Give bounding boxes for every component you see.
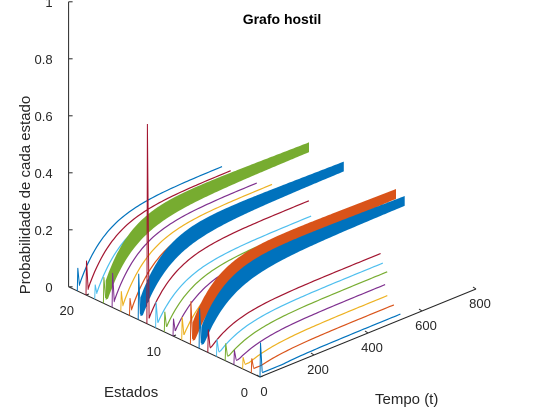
curve-mark: [218, 262, 384, 353]
series-state-6: [216, 262, 384, 357]
spike-mark: [137, 273, 141, 320]
spike-mark: [102, 277, 107, 304]
x-tick-label: 600: [415, 318, 437, 333]
curve-mark: [87, 170, 231, 289]
z-tick-label: 0: [45, 280, 52, 295]
spike-mark: [163, 311, 167, 332]
series-state-15: [137, 161, 344, 320]
plot-area: [76, 123, 405, 378]
spike-mark: [216, 339, 220, 357]
spike-mark: [259, 342, 263, 378]
z-tick-label: 0.2: [35, 223, 53, 238]
z-tick-label: 1: [45, 0, 52, 10]
y-tick-label: 10: [147, 344, 161, 359]
curve-mark: [209, 252, 381, 349]
y-tick-label: 20: [60, 303, 74, 318]
series-state-7: [207, 252, 381, 353]
z-tick-label: 0.4: [35, 166, 53, 181]
spike-mark: [189, 301, 194, 345]
spike-mark: [181, 317, 185, 341]
y-axis-label: Estados: [104, 384, 158, 401]
curve-mark: [253, 304, 395, 370]
curve-mark: [235, 284, 386, 361]
curve-mark: [148, 200, 310, 319]
z-tick-label: 0.8: [35, 52, 53, 67]
x-tick-mark: [472, 286, 477, 290]
curve-mark: [227, 271, 388, 357]
band-mark: [105, 142, 310, 300]
series-state-21: [85, 170, 231, 296]
y-tick-label: 0: [241, 385, 248, 400]
curve-mark: [122, 183, 273, 306]
x-tick-label: 400: [361, 340, 383, 355]
spike-mark: [198, 308, 202, 349]
band-mark: [140, 161, 344, 317]
x-axis-label: Tempo (t): [375, 391, 438, 408]
series-state-1: [259, 313, 401, 378]
curve-mark: [113, 182, 258, 302]
series-state-3: [242, 295, 388, 369]
y-axis-line: [68, 286, 261, 378]
x-tick-mark: [310, 352, 315, 356]
spike-mark: [242, 357, 246, 369]
spike-mark: [250, 358, 254, 373]
x-tick-label: 800: [469, 296, 491, 311]
spike-mark: [120, 291, 124, 312]
series-state-2: [250, 304, 395, 373]
spike-mark: [94, 284, 98, 300]
curve-mark: [78, 166, 223, 285]
x-tick-mark: [364, 330, 369, 334]
spike-mark: [224, 343, 228, 361]
spike-mark: [207, 329, 211, 353]
spike-mark: [172, 318, 176, 337]
series-state-13: [155, 215, 312, 328]
series-state-4: [233, 284, 386, 365]
series-state-8: [198, 196, 405, 349]
band-mark: [201, 196, 405, 345]
x-tick-mark: [418, 308, 423, 312]
x-tick-mark: [256, 374, 261, 378]
axes: [68, 1, 477, 378]
chart-title: Grafo hostil: [243, 11, 322, 27]
spike-mark: [76, 267, 80, 291]
curve-mark: [157, 215, 312, 324]
spike-mark: [155, 301, 159, 328]
spike-mark: [111, 272, 115, 308]
spike-mark: [85, 260, 89, 296]
spike-mark: [129, 298, 133, 316]
curve-mark: [244, 295, 388, 366]
z-tick-label: 0.6: [35, 109, 53, 124]
curve-mark: [261, 313, 401, 374]
series-state-22: [76, 166, 223, 291]
x-tick-label: 0: [260, 384, 267, 399]
z-axis-label: Probabilidade de cada estado: [17, 96, 34, 295]
spike-mark: [146, 123, 150, 324]
series-state-5: [224, 271, 388, 361]
series-state-19: [102, 142, 310, 304]
series-state-17: [120, 183, 273, 312]
series-state-14: [146, 123, 310, 324]
x-tick-label: 200: [307, 362, 329, 377]
series-state-18: [111, 182, 258, 308]
spike-mark: [233, 350, 237, 365]
